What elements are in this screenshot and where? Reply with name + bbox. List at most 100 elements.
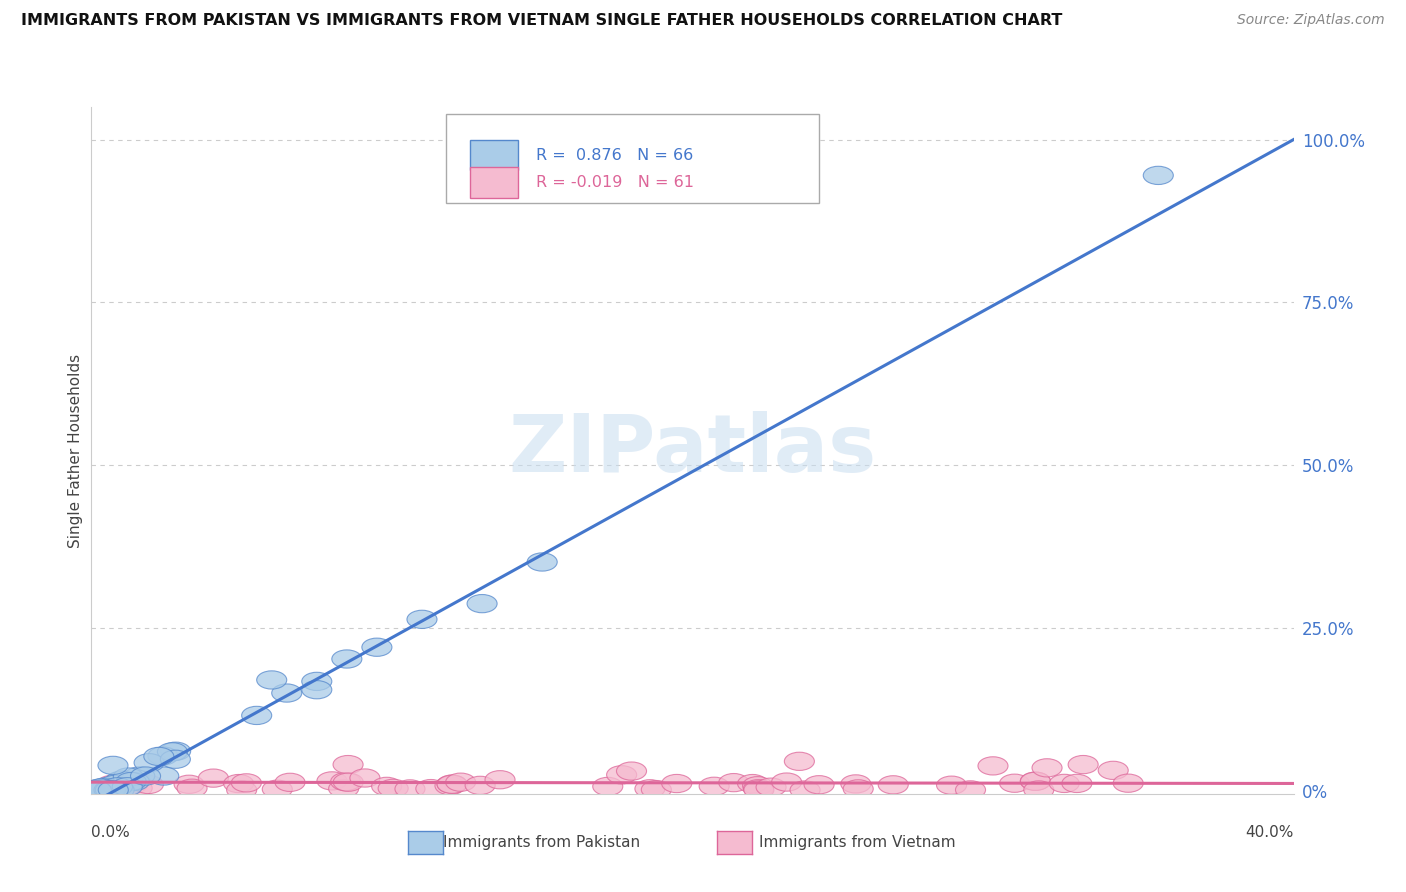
Ellipse shape [1024,780,1054,799]
Ellipse shape [276,773,305,791]
Ellipse shape [91,779,121,797]
Ellipse shape [593,777,623,796]
FancyBboxPatch shape [446,114,818,203]
Ellipse shape [437,775,467,793]
Ellipse shape [416,780,446,797]
Ellipse shape [174,775,204,793]
Ellipse shape [131,767,160,785]
Ellipse shape [378,780,408,797]
Ellipse shape [333,773,363,791]
Ellipse shape [82,780,111,799]
Ellipse shape [1000,774,1029,792]
Ellipse shape [226,780,257,799]
Ellipse shape [104,780,134,799]
Ellipse shape [98,780,128,799]
Ellipse shape [79,780,110,799]
Ellipse shape [350,769,380,787]
Ellipse shape [86,779,115,797]
Ellipse shape [804,776,834,794]
Ellipse shape [134,754,165,772]
Y-axis label: Single Father Households: Single Father Households [67,353,83,548]
Ellipse shape [103,778,132,796]
Ellipse shape [1143,166,1173,185]
Ellipse shape [96,780,125,799]
Ellipse shape [744,780,773,797]
Text: Immigrants from Vietnam: Immigrants from Vietnam [759,836,956,850]
Ellipse shape [527,553,557,571]
Ellipse shape [134,775,163,794]
Ellipse shape [82,780,111,798]
Ellipse shape [79,780,110,799]
FancyBboxPatch shape [470,168,519,198]
Ellipse shape [125,767,155,785]
Ellipse shape [1114,774,1143,792]
Ellipse shape [80,780,111,799]
Ellipse shape [97,775,127,794]
Ellipse shape [616,762,647,780]
Ellipse shape [1069,756,1098,773]
Ellipse shape [956,780,986,799]
Ellipse shape [841,775,870,793]
Ellipse shape [329,780,359,797]
Ellipse shape [271,684,302,702]
Ellipse shape [79,780,110,799]
Ellipse shape [437,775,467,794]
Ellipse shape [84,780,115,799]
Ellipse shape [87,780,117,799]
Ellipse shape [936,776,966,794]
Ellipse shape [94,780,124,799]
Ellipse shape [606,765,637,784]
Ellipse shape [224,774,253,793]
Ellipse shape [263,780,292,798]
Ellipse shape [636,780,665,797]
Text: 40.0%: 40.0% [1246,825,1294,840]
Ellipse shape [1049,774,1080,792]
Ellipse shape [434,777,465,795]
Ellipse shape [485,771,515,789]
Ellipse shape [86,780,115,799]
Ellipse shape [330,772,361,791]
Ellipse shape [86,780,115,799]
Text: ZIPatlas: ZIPatlas [509,411,876,490]
Ellipse shape [302,673,332,690]
Ellipse shape [1021,772,1050,790]
Ellipse shape [84,780,115,799]
Ellipse shape [302,681,332,698]
Ellipse shape [114,768,143,786]
Ellipse shape [467,594,498,613]
Text: 0.0%: 0.0% [91,825,131,840]
Ellipse shape [257,671,287,689]
Ellipse shape [80,780,111,799]
Ellipse shape [738,774,768,793]
Ellipse shape [90,780,121,799]
Ellipse shape [699,777,730,796]
Text: R = -0.019   N = 61: R = -0.019 N = 61 [536,175,695,190]
Ellipse shape [108,771,138,789]
Ellipse shape [83,780,114,799]
Ellipse shape [316,772,347,790]
Ellipse shape [1032,759,1062,777]
Ellipse shape [157,743,187,761]
Ellipse shape [742,777,773,795]
Ellipse shape [371,777,402,796]
Ellipse shape [641,780,672,798]
Ellipse shape [98,780,128,799]
Ellipse shape [93,780,122,799]
Ellipse shape [361,638,392,657]
Ellipse shape [94,780,124,799]
Ellipse shape [844,780,873,798]
Ellipse shape [105,772,136,789]
Ellipse shape [82,780,112,799]
Ellipse shape [395,780,425,798]
Ellipse shape [80,780,110,799]
Ellipse shape [177,779,207,797]
Ellipse shape [148,747,179,765]
Ellipse shape [79,780,110,799]
Ellipse shape [333,756,363,773]
Ellipse shape [143,747,174,765]
Ellipse shape [98,778,128,796]
Ellipse shape [120,772,149,790]
Ellipse shape [160,742,191,760]
Ellipse shape [112,778,142,796]
Ellipse shape [1021,772,1050,790]
